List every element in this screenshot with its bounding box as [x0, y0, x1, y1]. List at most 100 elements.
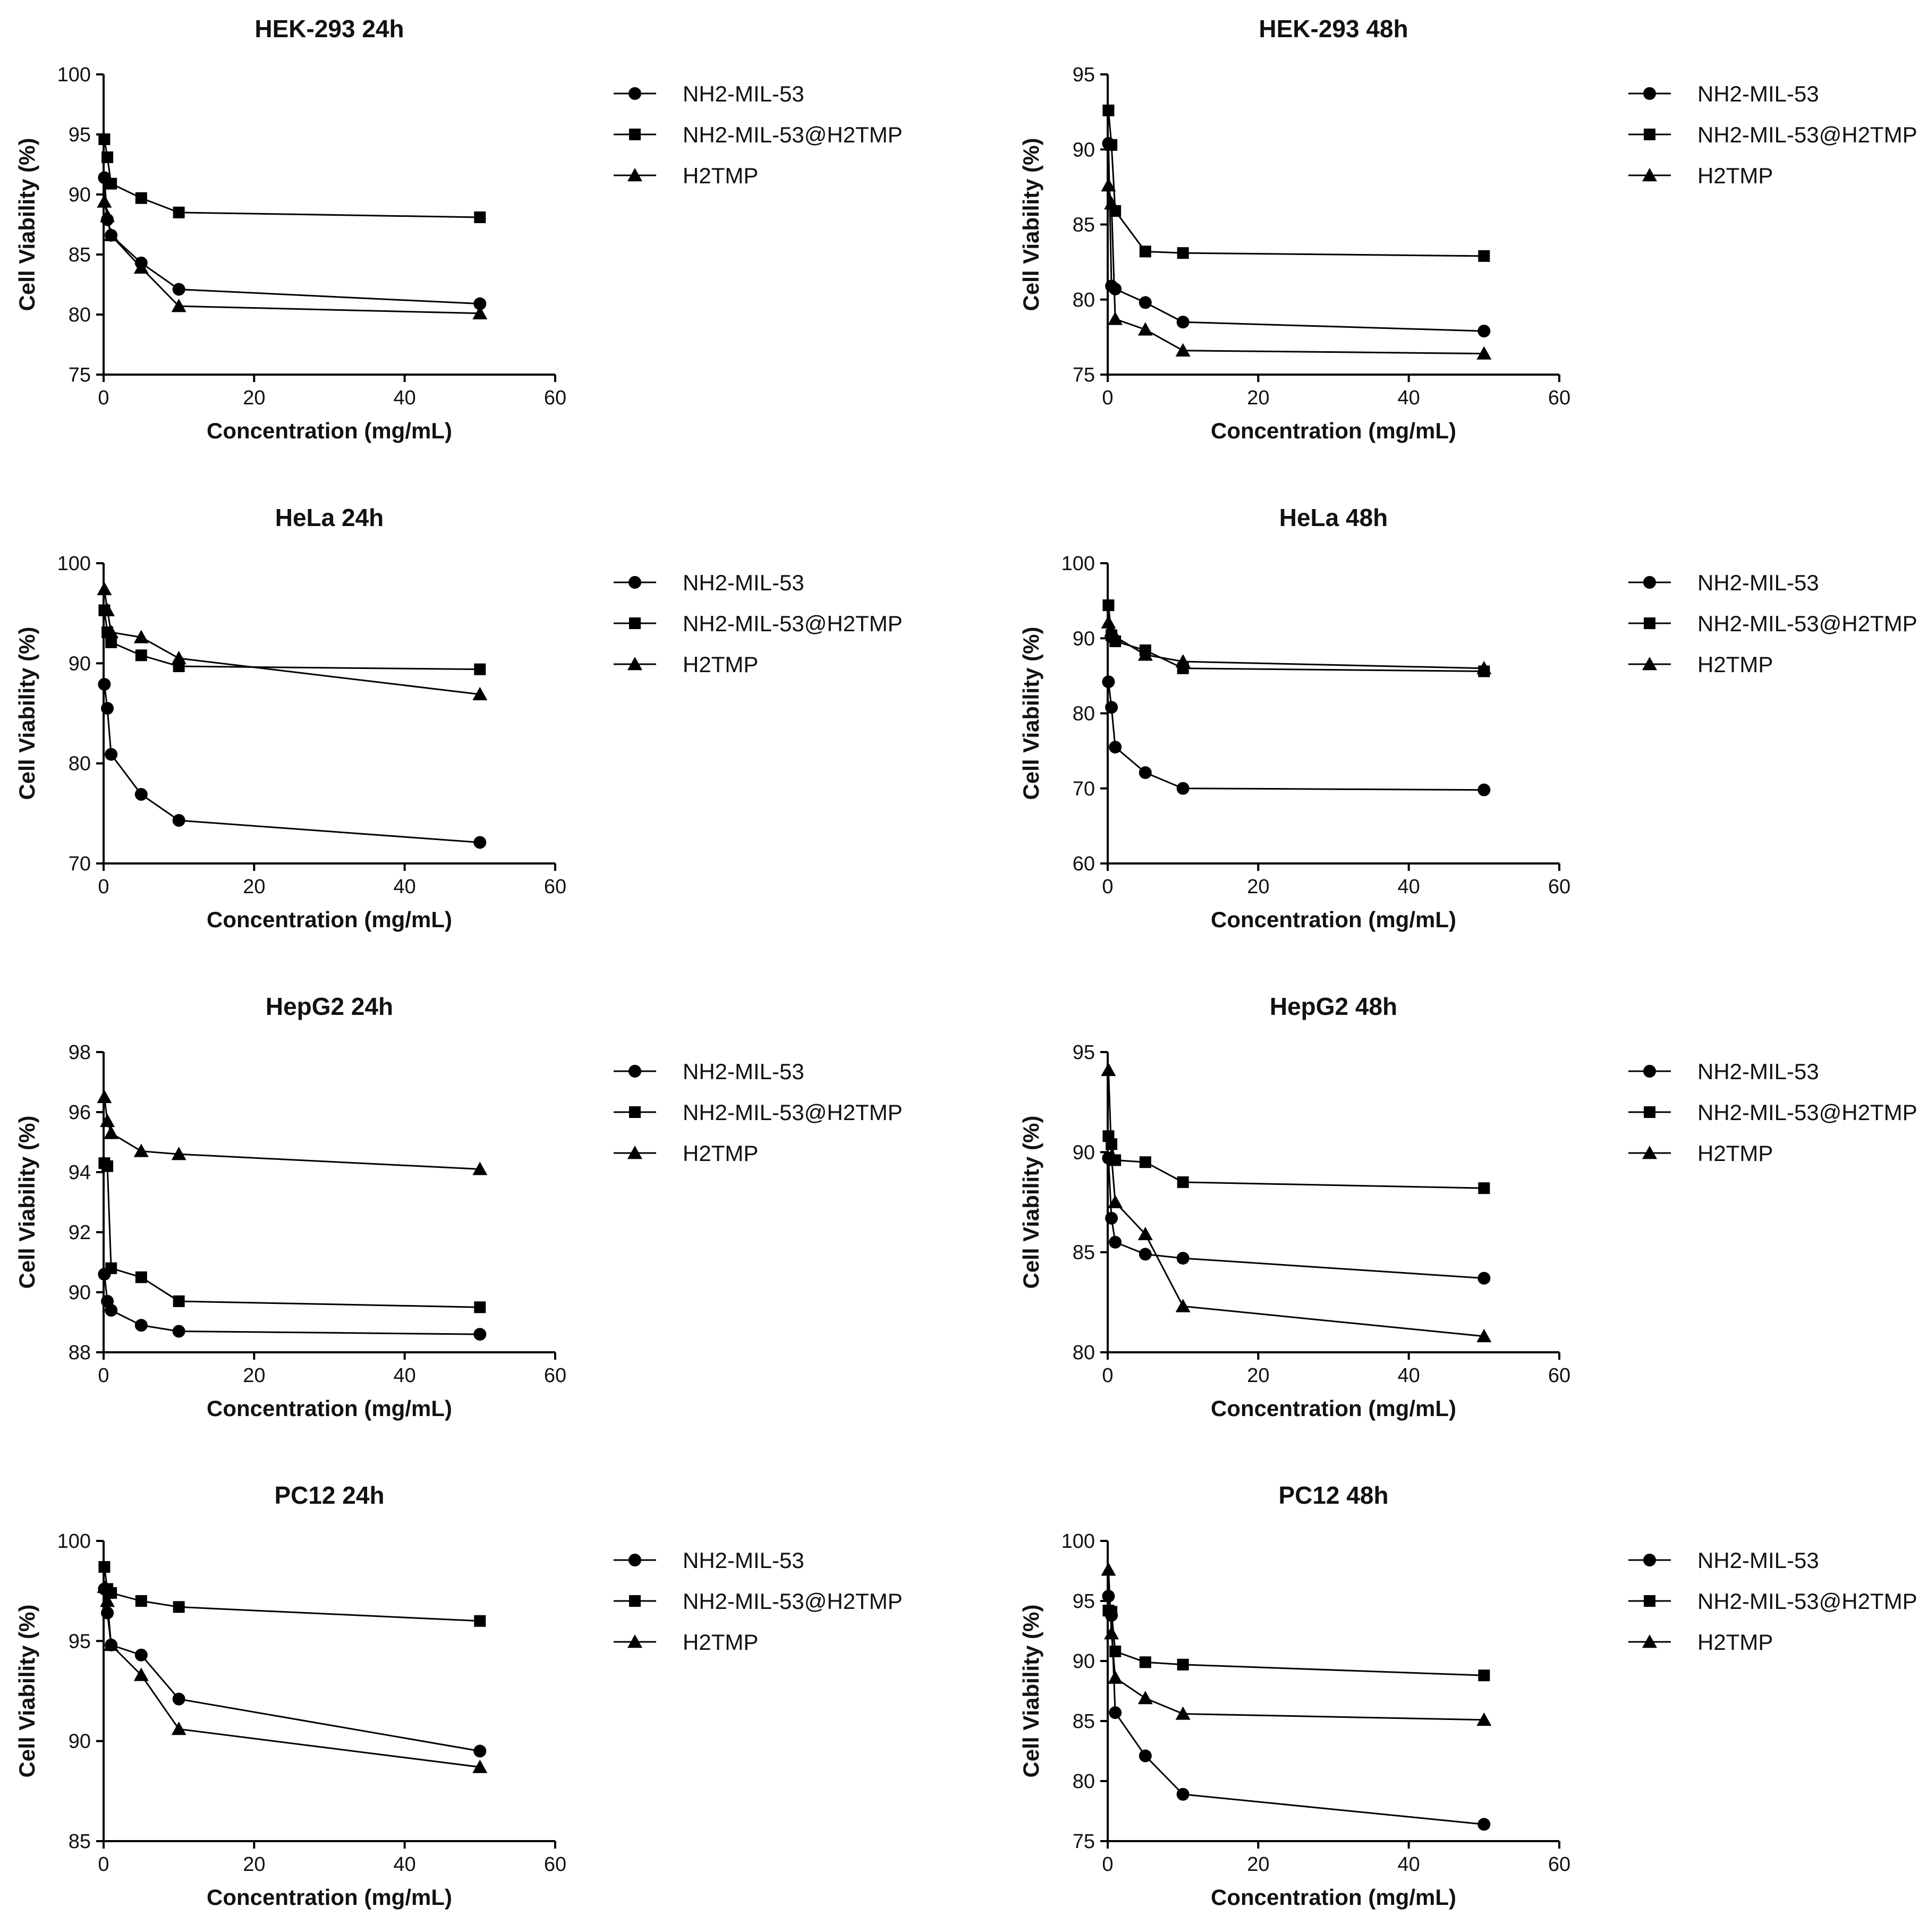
- series-circle: [1102, 1151, 1491, 1285]
- x-tick-label: 60: [1548, 876, 1570, 898]
- data-point-square: [1177, 247, 1189, 259]
- series-circle: [98, 677, 487, 849]
- series-triangle: [97, 581, 488, 700]
- x-axis-title: Concentration (mg/mL): [207, 418, 452, 443]
- legend-marker-triangle: [1642, 657, 1657, 671]
- data-point-triangle: [1104, 1626, 1119, 1640]
- data-point-circle: [1139, 296, 1152, 309]
- y-tick-label: 95: [69, 1630, 91, 1653]
- y-tick-label: 80: [69, 304, 91, 326]
- legend-marker-square: [629, 1595, 641, 1607]
- legend-label: H2TMP: [683, 163, 758, 188]
- legend-label: NH2-MIL-53@H2TMP: [1697, 1100, 1917, 1125]
- y-tick-label: 85: [1073, 214, 1095, 236]
- data-point-square: [1139, 1156, 1151, 1168]
- y-tick-label: 94: [69, 1162, 91, 1184]
- x-tick-label: 40: [1398, 876, 1420, 898]
- x-tick-label: 40: [394, 1365, 416, 1387]
- x-tick-label: 40: [394, 876, 416, 898]
- series-circle: [1102, 675, 1491, 796]
- series-triangle: [1101, 178, 1492, 360]
- chart-panel-4: HeLa 48h 60 70 80 90 100 0 20 40 60 Concentration …: [1018, 504, 1917, 932]
- data-point-triangle: [171, 1147, 186, 1160]
- legend-label: NH2-MIL-53: [683, 81, 804, 106]
- data-point-square: [1102, 599, 1115, 612]
- chart-title: HEK-293 24h: [254, 15, 404, 43]
- data-point-triangle: [1476, 346, 1492, 360]
- data-point-circle: [134, 1648, 148, 1662]
- legend-label: NH2-MIL-53: [1697, 1059, 1819, 1084]
- data-point-triangle: [97, 194, 112, 208]
- data-point-triangle: [97, 1089, 112, 1103]
- data-point-triangle: [1175, 343, 1191, 357]
- data-point-square: [101, 1160, 114, 1172]
- data-point-square: [98, 1561, 111, 1573]
- data-point-square: [474, 211, 486, 223]
- data-point-circle: [1176, 1787, 1190, 1801]
- legend-marker-square: [1644, 1106, 1655, 1118]
- y-tick-label: 95: [1073, 1590, 1095, 1613]
- y-tick-label: 70: [69, 853, 91, 875]
- y-tick-label: 80: [1073, 703, 1095, 725]
- y-tick-label: 85: [69, 1831, 91, 1853]
- data-point-square: [105, 1262, 117, 1274]
- data-point-triangle: [1104, 1148, 1119, 1163]
- legend-marker-triangle: [627, 657, 642, 671]
- chart-panel-3: HeLa 24h 70 80 90 100 0 20 40 60 Concentration (m…: [14, 504, 903, 932]
- y-tick-label: 85: [69, 244, 91, 266]
- y-tick-label: 80: [1073, 1342, 1095, 1364]
- series-line: [103, 177, 480, 305]
- legend-label: NH2-MIL-53@H2TMP: [683, 1100, 903, 1125]
- x-tick-label: 20: [243, 1365, 265, 1387]
- legend-marker-triangle: [627, 1634, 642, 1648]
- data-point-circle: [1105, 701, 1118, 714]
- data-point-triangle: [1476, 1328, 1492, 1343]
- legend-marker-square: [1644, 129, 1655, 140]
- legend-marker-triangle: [1642, 168, 1657, 182]
- series-circle: [98, 1582, 487, 1758]
- data-point-triangle: [1108, 629, 1123, 643]
- data-point-circle: [105, 748, 118, 761]
- data-point-circle: [1102, 675, 1115, 689]
- data-point-circle: [1477, 1818, 1491, 1831]
- data-point-square: [135, 192, 147, 204]
- series-square: [1102, 104, 1490, 262]
- y-tick-label: 90: [1073, 1650, 1095, 1673]
- x-tick-label: 0: [98, 1853, 109, 1876]
- x-tick-label: 60: [1548, 1853, 1570, 1876]
- data-point-circle: [1109, 741, 1122, 754]
- y-tick-label: 90: [69, 653, 91, 675]
- x-axis-title: Concentration (mg/mL): [207, 907, 452, 932]
- data-point-square: [105, 177, 117, 190]
- data-point-circle: [101, 1606, 114, 1620]
- series-line: [1107, 1570, 1484, 1721]
- x-tick-label: 60: [1548, 1365, 1570, 1387]
- data-point-square: [101, 151, 114, 163]
- data-point-square: [1109, 1645, 1122, 1657]
- data-point-circle: [1477, 325, 1491, 338]
- data-point-triangle: [171, 1722, 186, 1735]
- legend-label: H2TMP: [1697, 1141, 1773, 1166]
- x-axis-title: Concentration (mg/mL): [207, 1885, 452, 1910]
- x-tick-label: 60: [544, 1365, 566, 1387]
- data-point-triangle: [472, 1162, 488, 1175]
- data-point-square: [474, 1301, 486, 1314]
- data-point-square: [135, 1595, 147, 1607]
- data-point-triangle: [1101, 178, 1116, 192]
- legend-label: NH2-MIL-53: [1697, 1548, 1819, 1573]
- y-axis-title: Cell Viability (%): [1018, 1605, 1043, 1778]
- series-line: [1107, 185, 1484, 354]
- legend-marker-circle: [1643, 1554, 1656, 1566]
- data-point-circle: [1109, 1235, 1122, 1249]
- data-point-square: [1139, 245, 1151, 258]
- legend-marker-square: [1644, 617, 1655, 629]
- series-line: [1107, 1596, 1484, 1825]
- legend-label: NH2-MIL-53: [683, 570, 804, 595]
- series-square: [1102, 1130, 1490, 1194]
- data-point-square: [1106, 1606, 1118, 1618]
- data-point-circle: [172, 814, 185, 827]
- data-point-triangle: [133, 260, 149, 274]
- legend-marker-triangle: [627, 1146, 642, 1159]
- legend-marker-triangle: [1642, 1146, 1657, 1159]
- data-point-circle: [1139, 1749, 1152, 1762]
